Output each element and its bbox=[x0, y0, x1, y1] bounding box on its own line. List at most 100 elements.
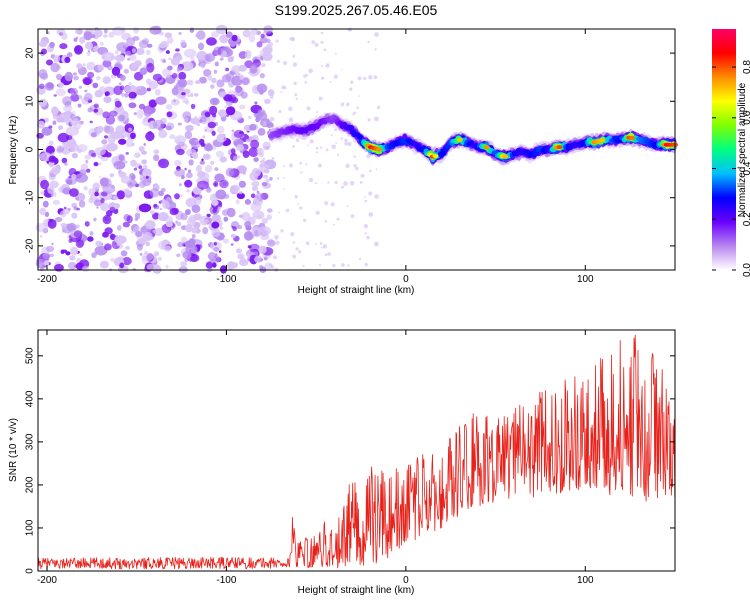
spectrogram-noise-cell bbox=[300, 171, 303, 174]
spectrogram-noise-cell bbox=[363, 224, 369, 229]
spectrogram-noise-cell bbox=[363, 76, 367, 80]
spectrogram-noise-cell bbox=[91, 252, 97, 259]
spectrogram-noise-cell bbox=[229, 262, 238, 269]
spectrogram-noise-cell bbox=[141, 252, 154, 261]
spectrogram-noise-cell bbox=[99, 162, 102, 165]
spectrogram-noise-cell bbox=[281, 85, 286, 90]
spectrogram-noise-cell bbox=[174, 159, 182, 167]
spectrogram-noise-cell bbox=[218, 109, 228, 118]
spectrogram-noise-cell bbox=[63, 105, 73, 113]
spectrogram-noise-cell bbox=[230, 234, 237, 238]
spectrogram-noise-cell bbox=[315, 151, 318, 154]
spectrogram-noise-cell bbox=[143, 143, 146, 146]
spectrogram-noise-cell bbox=[135, 230, 143, 238]
spectrogram-noise-cell bbox=[332, 223, 335, 226]
spectrogram-noise-cell bbox=[244, 50, 252, 59]
spectrogram-noise-cell bbox=[119, 262, 125, 269]
spectrogram-noise-cell bbox=[219, 156, 228, 163]
spectrogram-noise-cell bbox=[184, 130, 193, 140]
spectrogram-noise-cell bbox=[129, 182, 132, 186]
spectrogram-noise-cell bbox=[131, 142, 135, 147]
spectrogram-noise-cell bbox=[343, 181, 348, 186]
spectrogram-noise-cell bbox=[47, 186, 55, 194]
spectrogram-noise-cell bbox=[71, 173, 77, 180]
spectrogram-noise-cell bbox=[217, 206, 221, 210]
spectrogram-noise-cell bbox=[303, 218, 307, 223]
spectrogram-noise-cell bbox=[260, 160, 265, 164]
spectrogram-noise-cell bbox=[340, 102, 345, 107]
spectrogram-noise-cell bbox=[106, 142, 118, 152]
spectrogram-noise-cell bbox=[211, 130, 216, 136]
spectrogram-noise-cell bbox=[275, 39, 279, 43]
spectrogram-noise-cell bbox=[292, 241, 295, 244]
spectrogram-noise-cell bbox=[249, 123, 257, 131]
spectrogram-noise-cell bbox=[322, 244, 328, 249]
spectrogram-noise-cell bbox=[136, 48, 145, 55]
spectrogram-noise-cell bbox=[251, 181, 260, 187]
spectrogram-noise-cell bbox=[186, 148, 197, 157]
spectrogram-noise-cell bbox=[324, 220, 328, 223]
spectrogram-noise-cell bbox=[176, 81, 186, 91]
spectrogram-noise-cell bbox=[248, 147, 259, 158]
spectrogram-noise-cell bbox=[187, 94, 192, 97]
spectrogram-noise-cell bbox=[219, 34, 229, 44]
spectrogram-noise-cell bbox=[195, 80, 201, 85]
spectrogram-y-tick-label: -10 bbox=[25, 190, 36, 205]
spectrogram-noise-cell bbox=[225, 31, 233, 38]
snr-x-axis-label: Height of straight line (km) bbox=[298, 585, 415, 596]
spectrogram-noise-cell bbox=[65, 110, 72, 117]
spectrogram-noise-cell bbox=[142, 38, 150, 45]
spectrogram-noise-cell bbox=[40, 179, 50, 190]
spectrogram-noise-cell bbox=[327, 181, 330, 184]
spectrogram-noise-cell bbox=[74, 29, 79, 34]
spectrogram-noise-cell bbox=[214, 253, 218, 256]
colorbar-tick-label: 0.2 bbox=[742, 212, 750, 226]
spectrogram-noise-cell bbox=[133, 94, 137, 97]
spectrogram-noise-cell bbox=[143, 116, 150, 123]
spectrogram-noise-cell bbox=[73, 37, 78, 42]
spectrogram-noise-cell bbox=[76, 63, 83, 69]
spectrogram-noise-cell bbox=[221, 74, 232, 83]
spectrogram-noise-cell bbox=[158, 158, 169, 169]
spectrogram-noise-cell bbox=[179, 194, 183, 197]
spectrogram-noise-cell bbox=[93, 199, 103, 207]
spectrogram-peak-cell bbox=[502, 154, 509, 159]
spectrogram-noise-cell bbox=[196, 123, 201, 127]
spectrogram-noise-cell bbox=[242, 29, 251, 38]
snr-y-tick-label: 0 bbox=[25, 568, 36, 574]
spectrogram-x-tick-label: 100 bbox=[577, 274, 594, 285]
spectrogram-noise-cell bbox=[51, 106, 59, 116]
spectrogram-noise-cell bbox=[373, 241, 379, 247]
spectrogram-noise-cell bbox=[104, 125, 115, 134]
spectrogram-noise-cell bbox=[86, 168, 91, 173]
spectrogram-noise-cell bbox=[266, 164, 271, 169]
spectrogram-noise-cell bbox=[38, 98, 48, 107]
spectrogram-noise-cell bbox=[216, 79, 225, 88]
spectrogram-noise-cell bbox=[174, 135, 186, 145]
spectrogram-noise-cell bbox=[353, 155, 357, 158]
spectrogram-peak-cell bbox=[556, 145, 563, 150]
spectrogram-noise-cell bbox=[125, 152, 129, 155]
spectrogram-noise-cell bbox=[93, 217, 97, 222]
spectrogram-noise-cell bbox=[249, 243, 260, 252]
spectrogram-noise-cell bbox=[176, 253, 181, 258]
spectrogram-noise-cell bbox=[73, 230, 83, 238]
spectrogram-noise-cell bbox=[216, 133, 226, 143]
spectrogram-noise-cell bbox=[146, 87, 151, 92]
spectrogram-noise-cell bbox=[231, 34, 238, 42]
spectrogram-noise-cell bbox=[274, 234, 279, 240]
spectrogram-noise-cell bbox=[181, 61, 194, 72]
spectrogram-noise-cell bbox=[103, 29, 108, 34]
spectrogram-noise-cell bbox=[76, 144, 88, 153]
spectrogram-noise-cell bbox=[100, 155, 109, 162]
spectrogram-noise-cell bbox=[96, 206, 99, 209]
spectrogram-noise-cell bbox=[38, 40, 48, 48]
spectrogram-noise-cell bbox=[158, 42, 167, 49]
spectrogram-noise-cell bbox=[209, 97, 220, 106]
spectrogram-noise-cell bbox=[103, 96, 112, 103]
spectrogram-noise-cell bbox=[39, 207, 47, 216]
spectrogram-noise-cell bbox=[304, 81, 308, 84]
spectrogram-noise-cell bbox=[143, 109, 152, 117]
spectrogram-noise-cell bbox=[276, 59, 281, 63]
spectrogram-noise-cell bbox=[146, 263, 156, 271]
